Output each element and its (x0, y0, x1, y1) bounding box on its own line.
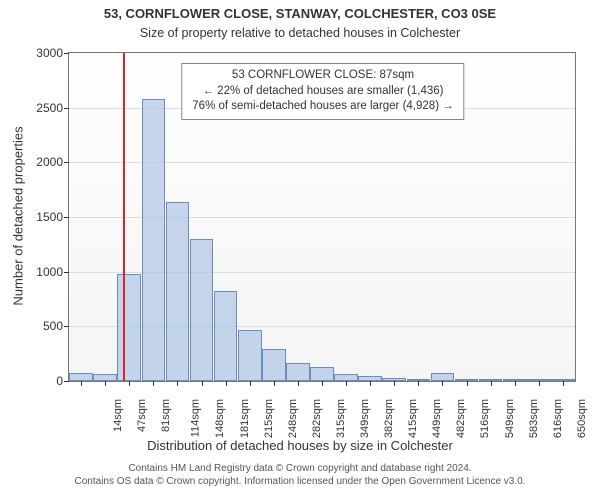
property-size-chart: 53, CORNFLOWER CLOSE, STANWAY, COLCHESTE… (0, 0, 600, 500)
x-tick-label: 47sqm (136, 399, 148, 432)
x-tick-label: 181sqm (239, 399, 251, 438)
footer-line-1: Contains HM Land Registry data © Crown c… (128, 463, 471, 474)
footer-line-2: Contains OS data © Crown copyright. Info… (75, 476, 526, 487)
x-tick-label: 315sqm (335, 399, 347, 438)
reference-line (123, 53, 125, 381)
x-tick (539, 381, 540, 386)
histogram-bar (93, 374, 117, 381)
y-tick-label: 500 (43, 319, 69, 333)
histogram-bar (117, 274, 141, 381)
y-tick-label: 3000 (36, 46, 69, 60)
x-tick-label: 650sqm (576, 399, 588, 438)
footer: Contains HM Land Registry data © Crown c… (0, 462, 600, 488)
y-axis-label: Number of detached properties (11, 126, 26, 305)
histogram-bar (190, 239, 214, 381)
x-tick (129, 381, 130, 386)
x-tick (418, 381, 419, 386)
x-tick-label: 516sqm (480, 399, 492, 438)
x-tick (394, 381, 395, 386)
x-tick (81, 381, 82, 386)
x-tick (442, 381, 443, 386)
x-tick-label: 349sqm (359, 399, 371, 438)
plot-area: 05001000150020002500300014sqm47sqm81sqm1… (68, 52, 576, 382)
info-line-3: 76% of semi-detached houses are larger (… (192, 99, 453, 115)
x-tick-label: 81sqm (160, 399, 172, 432)
histogram-bar (69, 373, 93, 381)
x-tick-label: 382sqm (383, 399, 395, 438)
chart-title: 53, CORNFLOWER CLOSE, STANWAY, COLCHESTE… (0, 6, 600, 21)
x-tick (177, 381, 178, 386)
x-tick (105, 381, 106, 386)
x-tick-label: 616sqm (552, 399, 564, 438)
x-tick-label: 215sqm (263, 399, 275, 438)
y-tick-label: 1000 (36, 265, 69, 279)
histogram-bar (431, 373, 455, 381)
x-tick (226, 381, 227, 386)
chart-subtitle: Size of property relative to detached ho… (0, 26, 600, 40)
x-tick-label: 482sqm (456, 399, 468, 438)
histogram-bar (214, 291, 238, 381)
histogram-bar (142, 99, 166, 381)
x-tick (370, 381, 371, 386)
x-axis-label: Distribution of detached houses by size … (0, 438, 600, 453)
x-tick (250, 381, 251, 386)
x-tick-label: 549sqm (504, 399, 516, 438)
info-line-2: ← 22% of detached houses are smaller (1,… (192, 84, 453, 100)
histogram-bar (238, 330, 262, 381)
x-tick-label: 415sqm (407, 399, 419, 438)
x-tick (467, 381, 468, 386)
x-tick (515, 381, 516, 386)
x-tick-label: 282sqm (311, 399, 323, 438)
x-tick (563, 381, 564, 386)
x-tick (491, 381, 492, 386)
histogram-bar (286, 363, 310, 381)
x-tick-label: 248sqm (287, 399, 299, 438)
x-tick (153, 381, 154, 386)
y-tick-label: 0 (56, 374, 69, 388)
x-tick-label: 14sqm (112, 399, 124, 432)
y-tick-label: 2500 (36, 101, 69, 115)
y-tick-label: 2000 (36, 155, 69, 169)
y-tick-label: 1500 (36, 210, 69, 224)
x-tick-label: 449sqm (431, 399, 443, 438)
x-tick (346, 381, 347, 386)
histogram-bar (262, 349, 286, 381)
x-tick (274, 381, 275, 386)
info-box: 53 CORNFLOWER CLOSE: 87sqm ← 22% of deta… (181, 63, 464, 120)
histogram-bar (166, 202, 190, 381)
x-tick (202, 381, 203, 386)
x-tick-label: 148sqm (215, 399, 227, 438)
info-line-1: 53 CORNFLOWER CLOSE: 87sqm (192, 68, 453, 84)
histogram-bar (310, 367, 334, 381)
x-tick-label: 114sqm (190, 399, 202, 437)
x-tick (322, 381, 323, 386)
x-tick-label: 583sqm (528, 399, 540, 438)
x-tick (298, 381, 299, 386)
